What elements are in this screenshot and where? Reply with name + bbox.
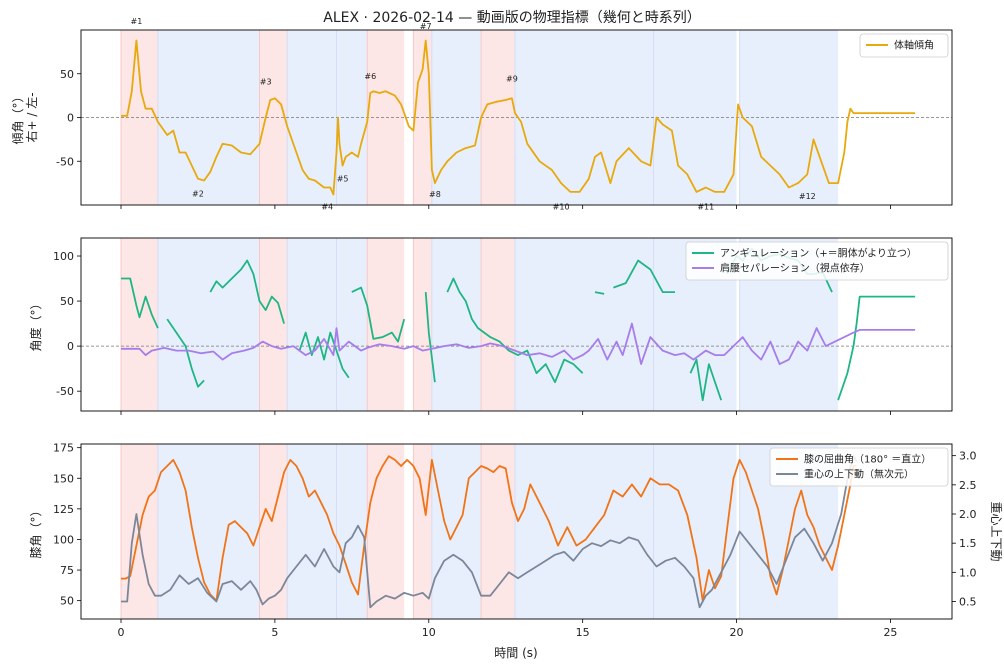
- y-axis-label: 傾角（°）: [11, 90, 25, 144]
- phase-band-6: [367, 444, 405, 619]
- y-axis-label: 角度（°）: [28, 297, 43, 351]
- x-tick-label: 5: [271, 626, 278, 639]
- series-line-1-1: [121, 39, 916, 196]
- phase-band-3: [259, 444, 288, 619]
- y-right-tick-label: 2.0: [959, 508, 977, 521]
- y-tick-label: 50: [60, 595, 74, 608]
- y-tick-label: 175: [53, 442, 74, 455]
- x-tick-label: 0: [118, 626, 125, 639]
- series-line-3-2: [121, 454, 858, 609]
- segment-label: #2: [192, 189, 204, 198]
- y-right-tick-label: 2.5: [959, 479, 977, 492]
- y-tick-label: -50: [56, 385, 74, 398]
- y-tick-label: 100: [53, 533, 74, 546]
- phase-band-1: [121, 238, 158, 411]
- legend-box: [859, 33, 949, 58]
- y-tick-label: 50: [60, 295, 74, 308]
- y-right-tick-label: 1.0: [959, 566, 977, 579]
- segment-label: #8: [429, 190, 441, 199]
- y-right-tick-label: 1.5: [959, 537, 977, 550]
- y-tick-label: 0: [67, 112, 74, 125]
- y-axis-label: 膝角（°）: [29, 504, 43, 558]
- panel-frame: [80, 237, 953, 412]
- legend-entry: アンギュレーション（+＝胴体がより立つ）: [720, 247, 917, 260]
- phase-band-10: [514, 444, 654, 619]
- phase-band-7: [413, 238, 432, 411]
- x-tick-label: 20: [730, 626, 744, 639]
- phase-band-9: [481, 238, 515, 411]
- y-tick-label: 100: [53, 250, 74, 263]
- phase-band-3: [259, 238, 288, 411]
- x-axis-label: 時間 (s): [494, 646, 537, 660]
- segment-label: #7: [420, 22, 432, 31]
- segment-label: #9: [506, 75, 518, 84]
- segment-label: #1: [131, 17, 143, 26]
- series-line-3-1: [121, 455, 857, 602]
- legend-entry: 体軸傾角: [894, 39, 934, 52]
- legend-entry: 膝の屈曲角（180° ＝直立）: [804, 453, 931, 466]
- y-tick-label: 150: [53, 472, 74, 485]
- segment-label: #3: [260, 77, 272, 86]
- x-tick-label: 15: [576, 626, 590, 639]
- panel-2: -50 0 50 100 角度（°） アンギュレーション（+＝胴体がより立つ） 肩腰セパレー…: [28, 237, 953, 415]
- y-right-tick-label: 3.0: [959, 450, 977, 463]
- legend-box: [685, 241, 949, 281]
- phase-band-6: [367, 238, 405, 411]
- segment-label: #5: [337, 174, 349, 183]
- phase-band-11: [653, 444, 737, 619]
- phase-band-11: [653, 30, 737, 205]
- segment-label: #4: [321, 202, 333, 211]
- y-right-tick-label: 0.5: [959, 596, 977, 609]
- phase-band-4: [287, 238, 337, 411]
- phase-band-5: [336, 238, 368, 411]
- x-tick-label: 25: [883, 626, 897, 639]
- y-tick-label: 75: [60, 564, 74, 577]
- segment-label: #6: [364, 72, 376, 81]
- y-right-axis-label: 重心上下動: [989, 501, 1003, 561]
- series-line-2-2: [121, 322, 916, 365]
- phase-band-4: [287, 444, 337, 619]
- phase-band-5: [336, 444, 368, 619]
- phase-band-8: [431, 444, 482, 619]
- legend-entry: 肩腰セパレーション（視点依存）: [720, 262, 870, 275]
- phase-band-7: [413, 444, 432, 619]
- phase-band-9: [481, 444, 515, 619]
- phase-band-10: [514, 238, 654, 411]
- x-tick-label: 10: [422, 626, 436, 639]
- y-tick-label: 0: [67, 340, 74, 353]
- panel-3: 0 5 10 15 20 25 50 75 100 125 150 175 0.5 1.0 1.5 2.0 2.…: [29, 442, 1003, 639]
- legend-entry: 重心の上下動（無次元）: [804, 468, 914, 481]
- y-axis-label: 右+ / 左-: [24, 92, 39, 142]
- panel-frame: [80, 443, 953, 620]
- panel-1: #1 #2 #3 #4 #5 #6 #7 #8 #9 #10 #11 #12 -50 0 50 傾角（°） 右+…: [11, 17, 953, 211]
- segment-label: #10: [553, 202, 570, 211]
- phase-band-8: [431, 238, 482, 411]
- figure-title: ALEX · 2026-02-14 — 動画版の物理指標（幾何と時系列）: [323, 10, 700, 26]
- segment-label: #11: [697, 202, 714, 211]
- y-tick-label: -50: [56, 155, 74, 168]
- y-tick-label: 50: [60, 68, 74, 81]
- legend-box: [769, 447, 949, 487]
- y-tick-label: 125: [53, 503, 74, 516]
- segment-label: #12: [799, 192, 816, 201]
